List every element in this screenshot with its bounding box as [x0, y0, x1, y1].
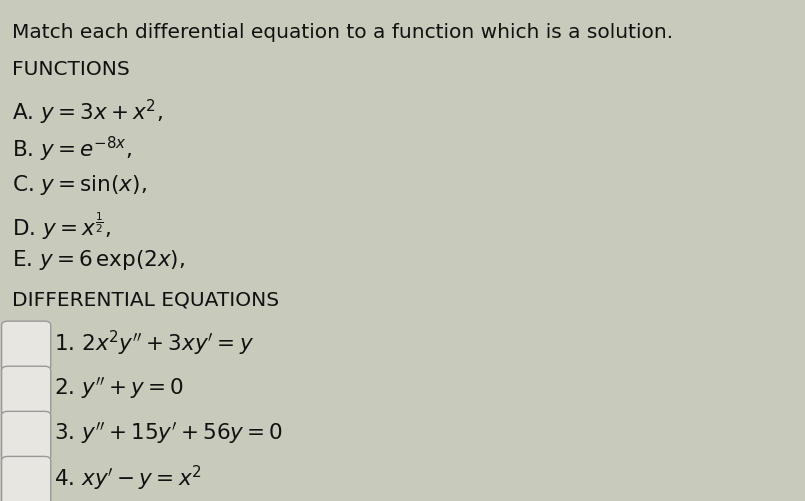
Text: DIFFERENTIAL EQUATIONS: DIFFERENTIAL EQUATIONS [12, 291, 279, 310]
Text: FUNCTIONS: FUNCTIONS [12, 60, 130, 79]
Text: C. $y = \sin(x)$,: C. $y = \sin(x)$, [12, 173, 147, 197]
Text: 3. $y'' + 15y' + 56y = 0$: 3. $y'' + 15y' + 56y = 0$ [54, 421, 283, 446]
FancyBboxPatch shape [2, 366, 51, 415]
FancyBboxPatch shape [2, 411, 51, 460]
Text: 2. $y'' + y = 0$: 2. $y'' + y = 0$ [54, 376, 184, 401]
Text: D. $y = x^{\frac{1}{2}}$,: D. $y = x^{\frac{1}{2}}$, [12, 210, 111, 242]
Text: Match each differential equation to a function which is a solution.: Match each differential equation to a fu… [12, 23, 673, 42]
FancyBboxPatch shape [2, 456, 51, 501]
FancyBboxPatch shape [2, 321, 51, 370]
Text: A. $y = 3x + x^2$,: A. $y = 3x + x^2$, [12, 98, 163, 127]
Text: B. $y = e^{-8x}$,: B. $y = e^{-8x}$, [12, 135, 132, 164]
Text: 4. $xy' - y = x^2$: 4. $xy' - y = x^2$ [54, 464, 202, 493]
Text: 1. $2x^2y'' + 3xy' = y$: 1. $2x^2y'' + 3xy' = y$ [54, 329, 254, 358]
Text: E. $y = 6\,\mathrm{exp}(2x)$,: E. $y = 6\,\mathrm{exp}(2x)$, [12, 248, 185, 272]
